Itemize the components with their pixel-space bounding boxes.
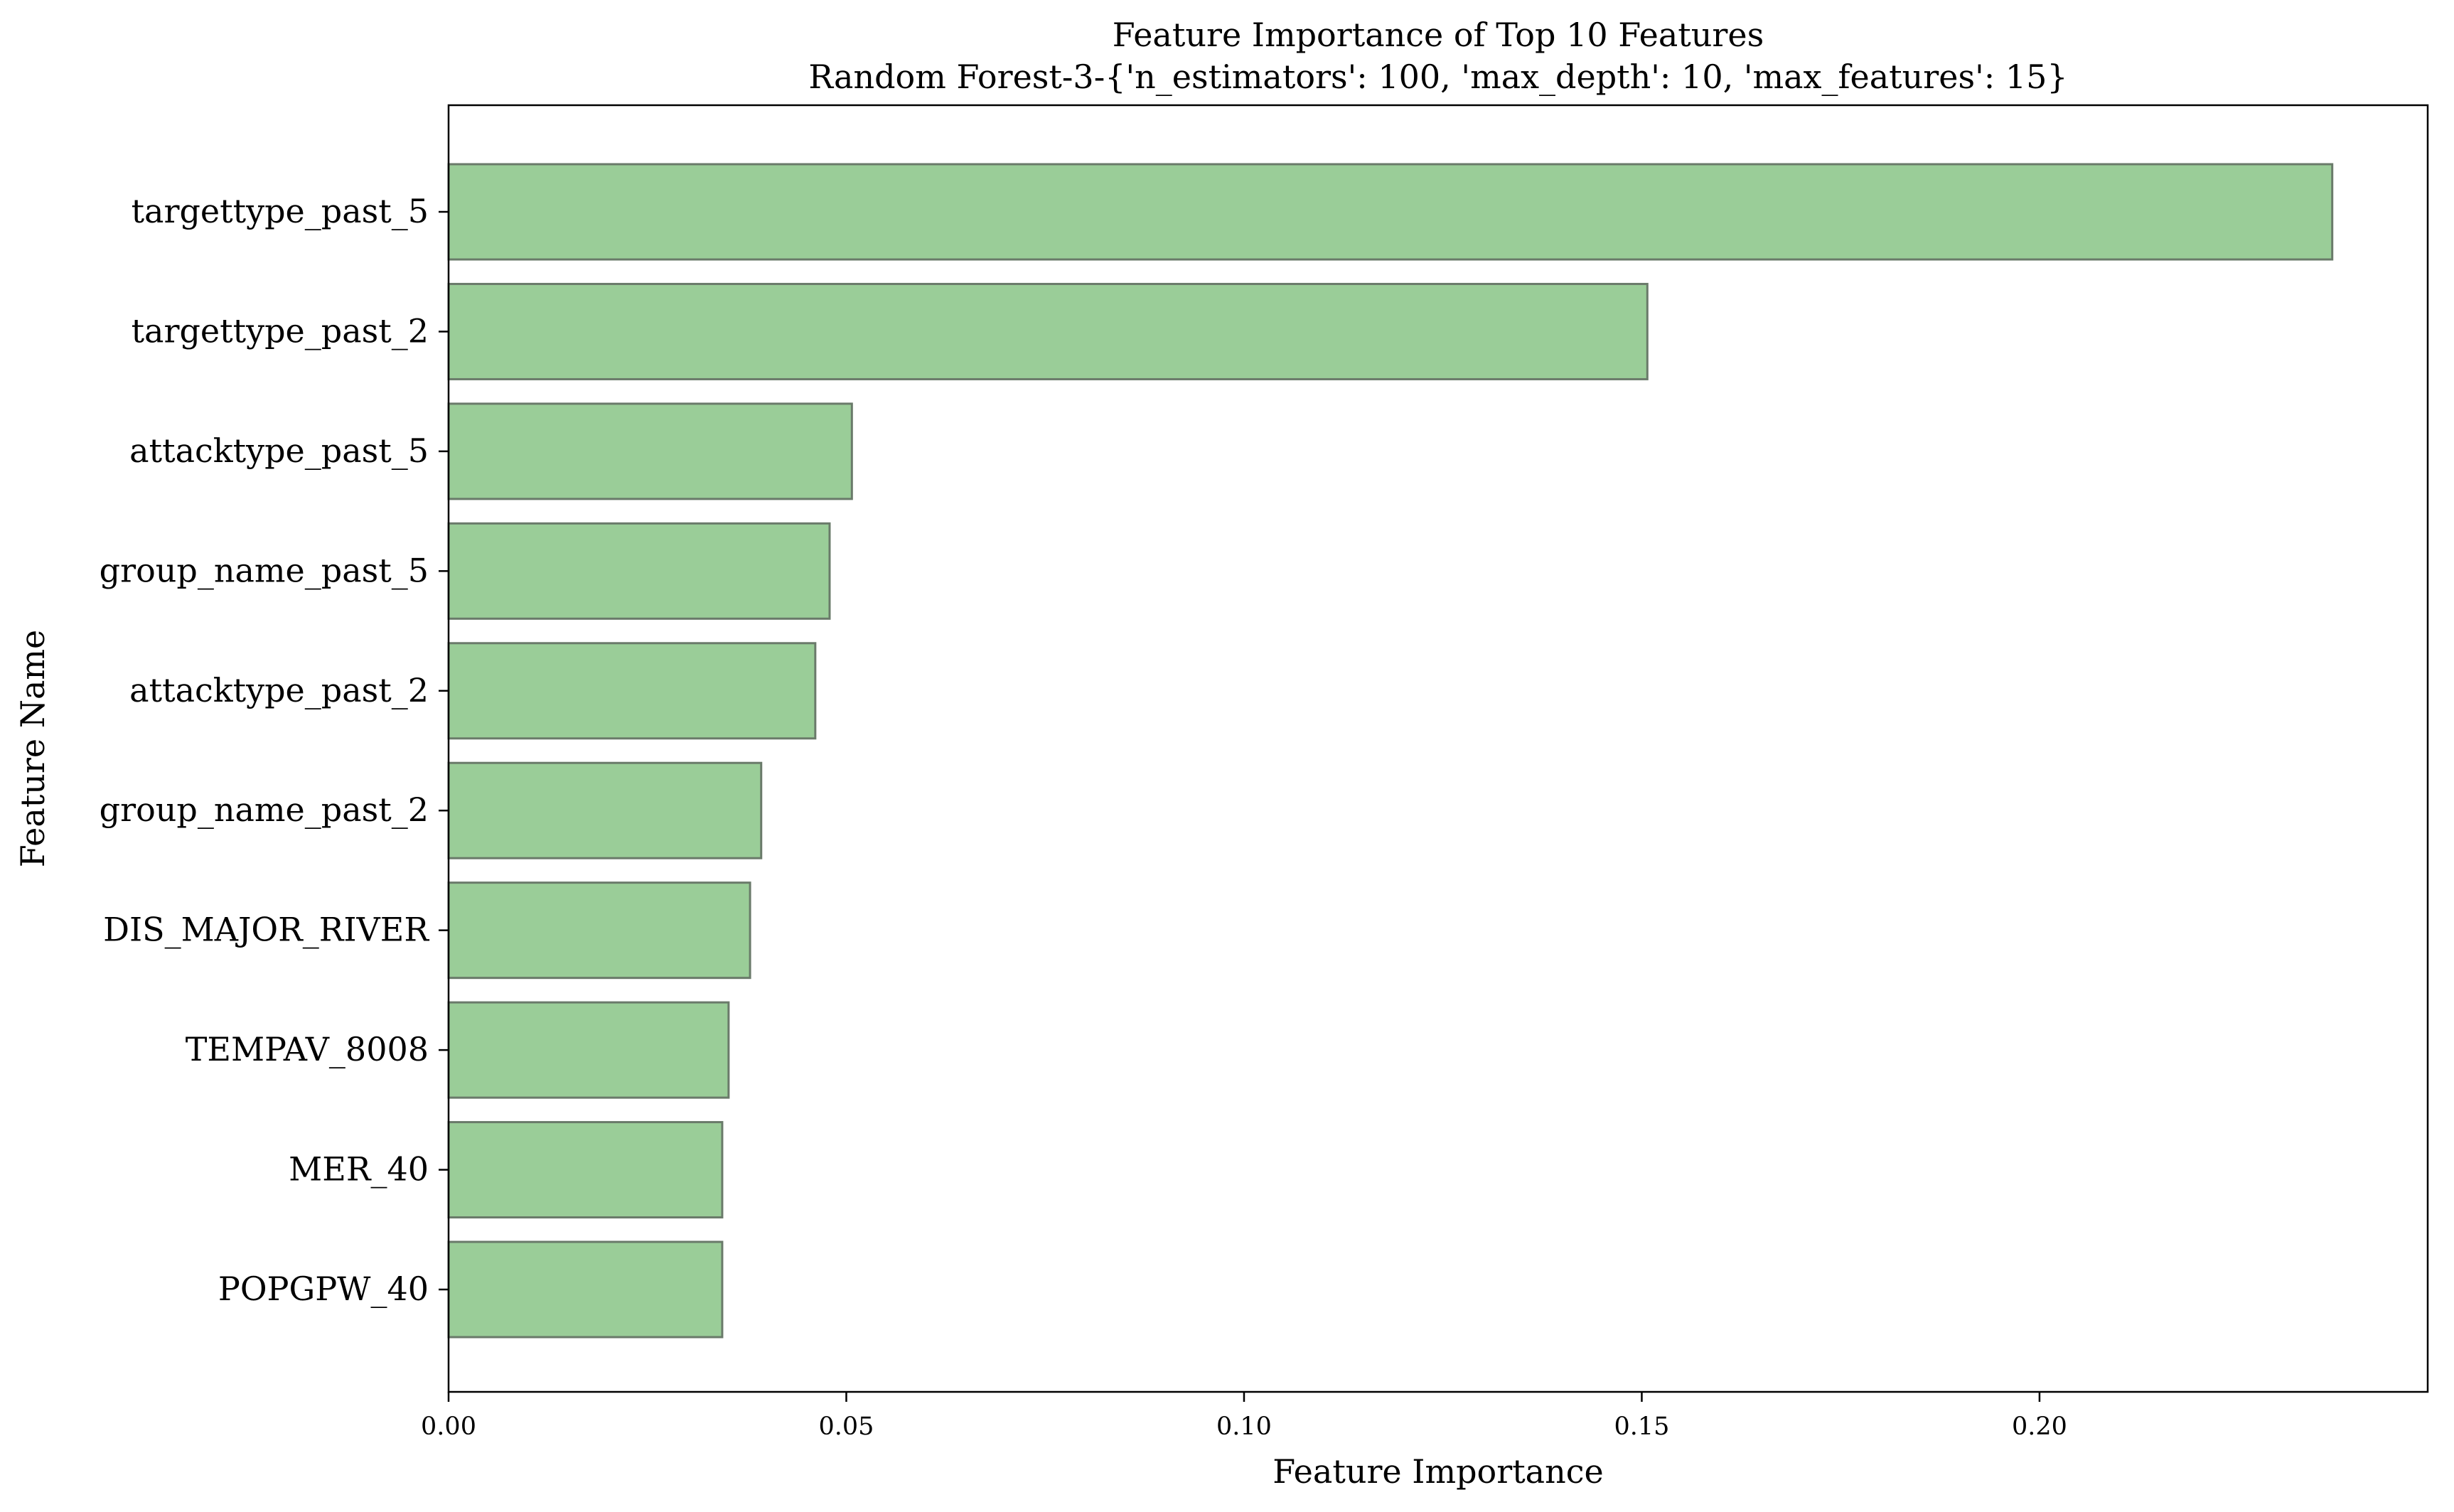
y-tick-label: group_name_past_5: [100, 551, 429, 589]
y-tick-label: DIS_MAJOR_RIVER: [103, 911, 429, 949]
y-axis-ticks: targettype_past_5 targettype_past_2attack…: [100, 192, 449, 1308]
bar-targettype_past_2: [447, 282, 1649, 380]
x-axis-ticks: 0.00 0.05 0.10 0.15 0.20: [421, 1392, 2067, 1441]
x-tick-label: 0.00: [421, 1412, 476, 1441]
chart-title: Feature Importance of Top 10 Features: [1113, 16, 1764, 54]
bar-MER_40: [447, 1121, 724, 1219]
y-axis-label: Feature Name: [14, 630, 52, 868]
chart-subtitle: Random Forest-3-{'n_estimators': 100, 'm…: [808, 58, 2067, 96]
y-tick-label: group_name_past_2: [100, 790, 429, 829]
bar-group_name_past_2: [447, 761, 763, 859]
y-tick-label: attacktype_past_2: [129, 671, 429, 709]
plot-area-frame: [447, 104, 2429, 1393]
bar-TEMPAV_8008: [447, 1001, 730, 1099]
bar-POPGPW_40: [447, 1240, 724, 1339]
x-tick-label: 0.20: [2012, 1412, 2067, 1441]
y-tick-label: POPGPW_40: [218, 1270, 429, 1308]
x-tick-label: 0.15: [1614, 1412, 1669, 1441]
y-tick-label: MER_40: [289, 1150, 429, 1189]
y-tick-label: targettype_past_5: [132, 192, 429, 230]
bar-DIS_MAJOR_RIVER: [447, 881, 751, 980]
x-tick-label: 0.05: [819, 1412, 874, 1441]
bar-targettype_past_5: [447, 163, 2334, 261]
bar-group_name_past_5: [447, 522, 831, 620]
bar-attacktype_past_2: [447, 642, 817, 740]
y-tick-label: TEMPAV_8008: [186, 1030, 429, 1068]
x-tick-label: 0.10: [1216, 1412, 1272, 1441]
y-tick-label: attacktype_past_5: [129, 431, 429, 470]
x-axis-label: Feature Importance: [1272, 1452, 1603, 1491]
y-tick-label: targettype_past_2: [132, 311, 429, 350]
bars-group: [447, 163, 2334, 1339]
bar-attacktype_past_5: [447, 402, 853, 500]
